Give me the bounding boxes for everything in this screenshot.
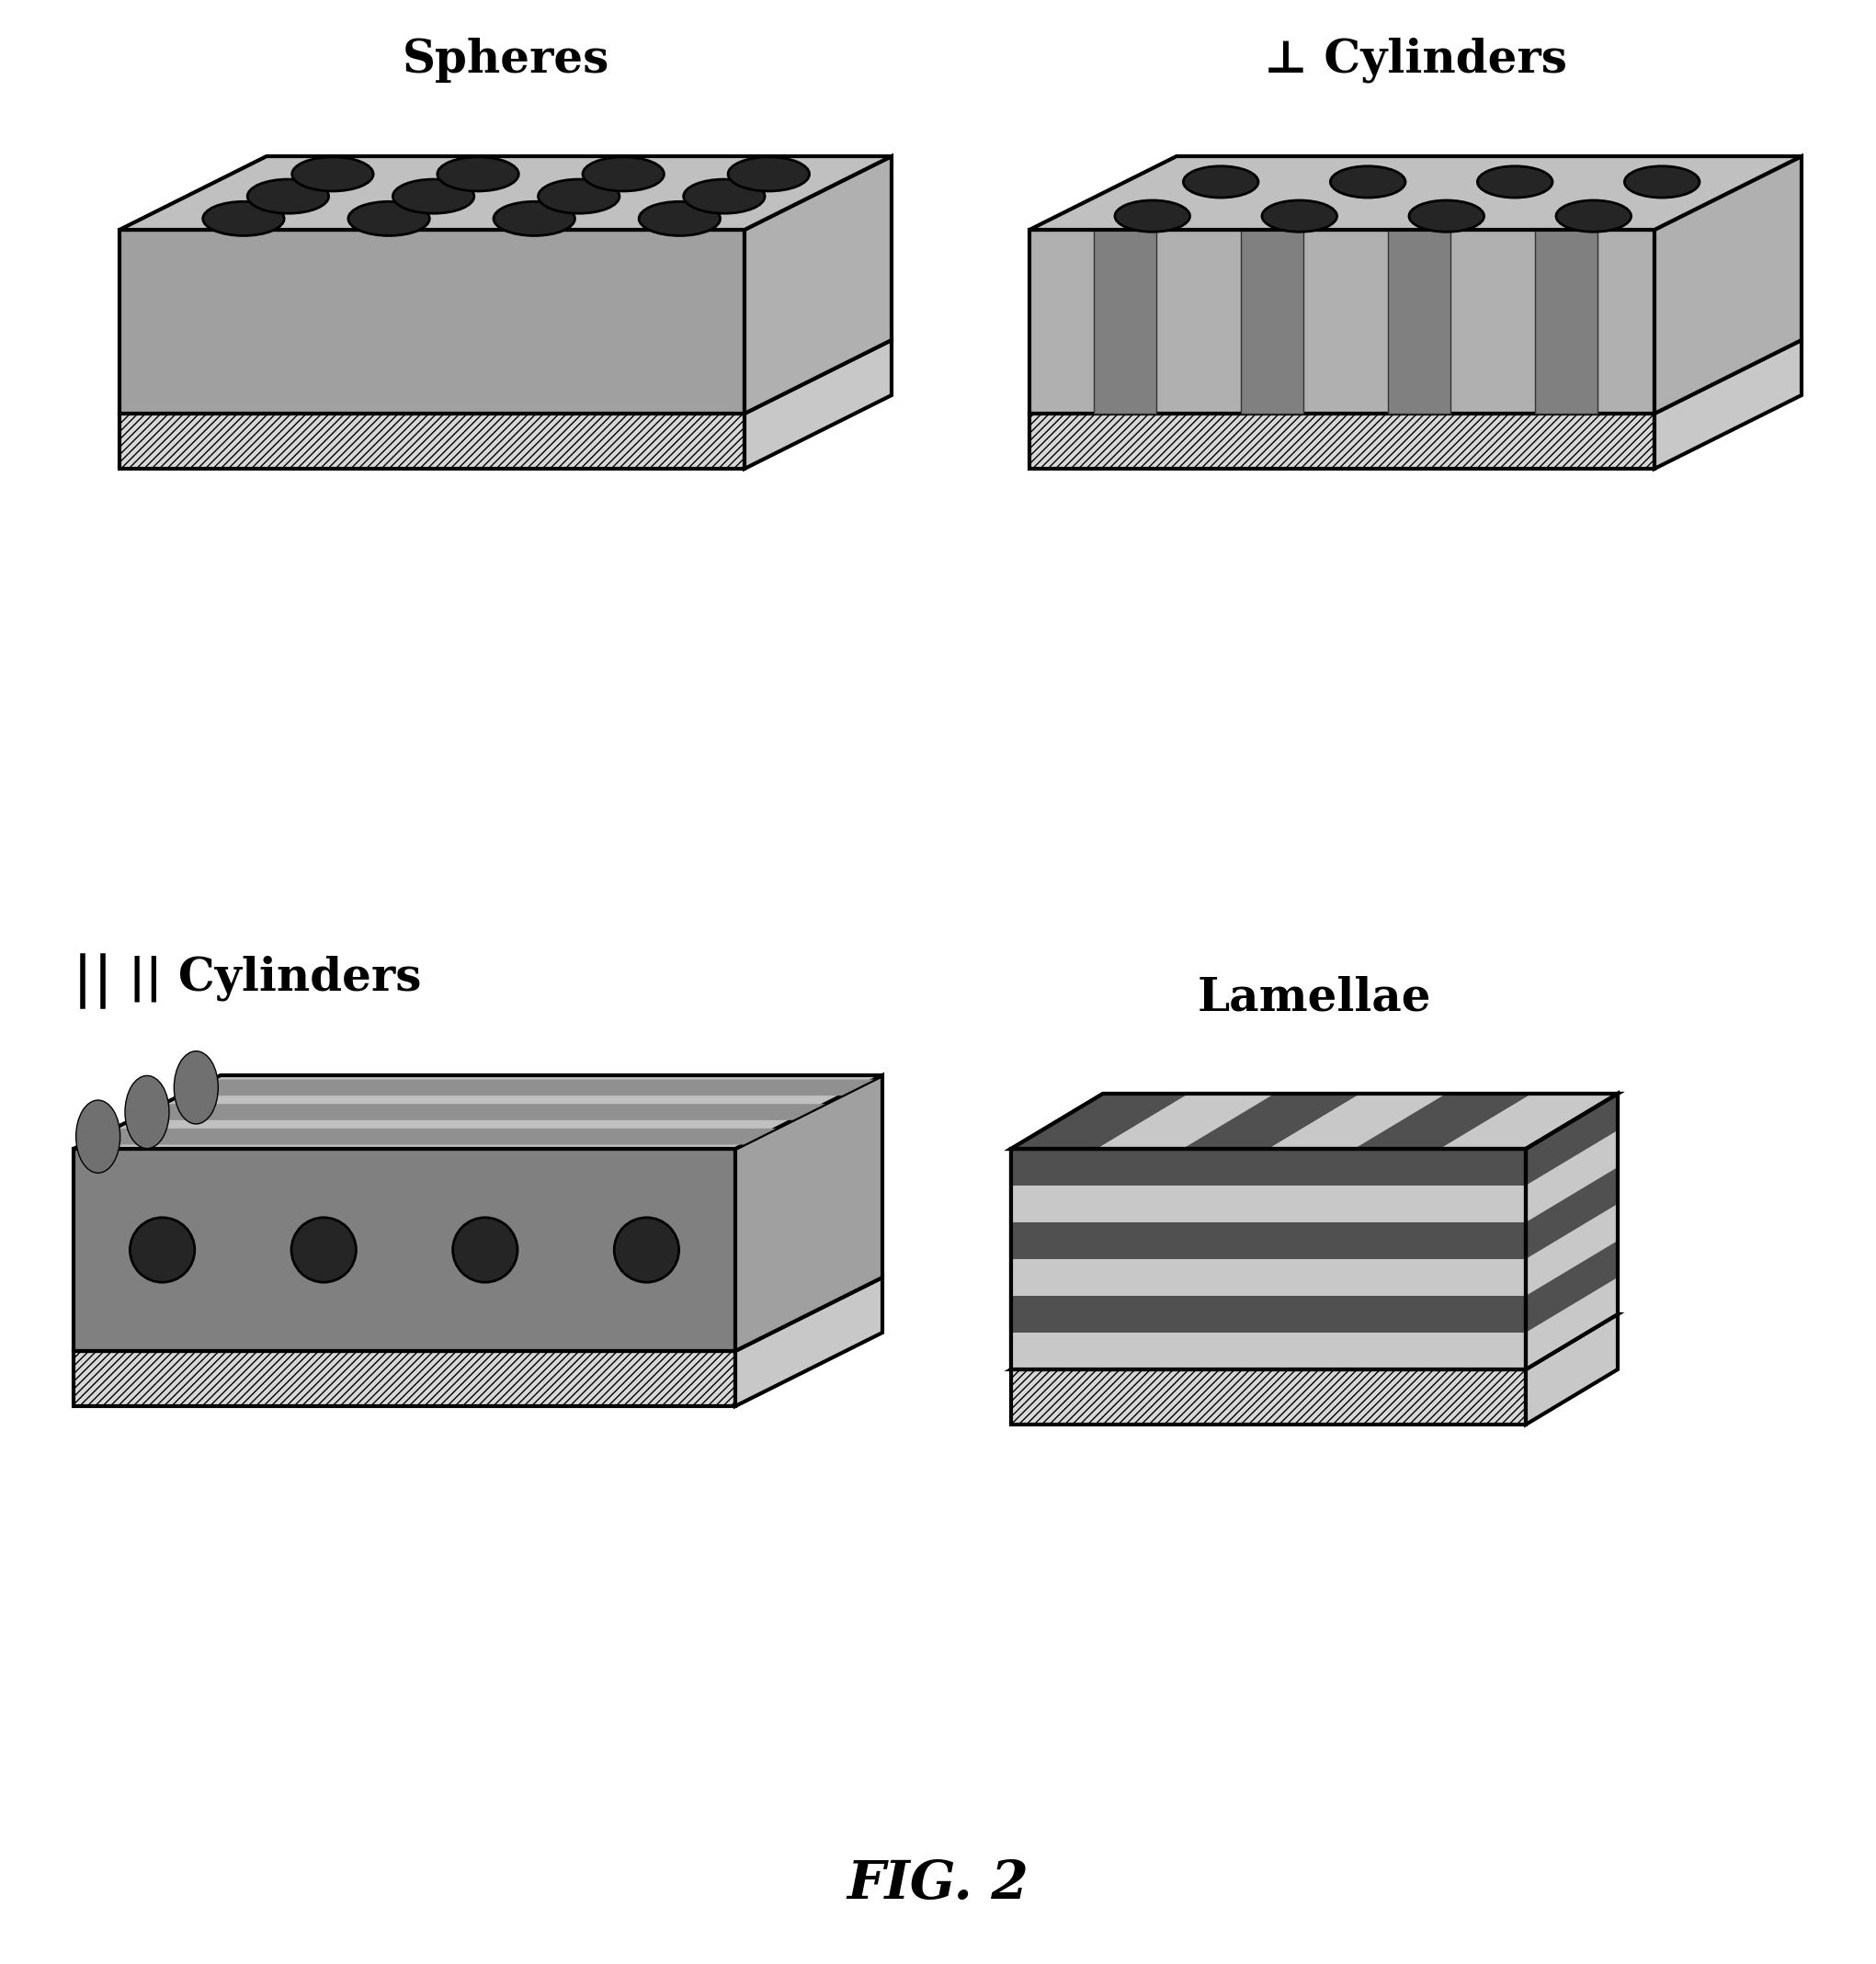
Polygon shape [120,340,891,414]
Polygon shape [1525,1277,1617,1369]
Text: Spheres: Spheres [401,37,610,82]
Ellipse shape [248,179,328,214]
Polygon shape [1094,230,1156,414]
Polygon shape [1011,1186,1525,1222]
Ellipse shape [1555,200,1630,232]
Ellipse shape [1263,200,1338,232]
Ellipse shape [437,157,518,191]
Polygon shape [1441,1094,1617,1149]
Polygon shape [1011,1222,1525,1259]
Ellipse shape [493,202,574,236]
Ellipse shape [728,157,809,191]
Polygon shape [131,1104,825,1119]
Polygon shape [1030,340,1801,414]
Polygon shape [1525,1094,1617,1369]
Polygon shape [1097,1094,1274,1149]
Ellipse shape [452,1218,518,1282]
Polygon shape [1030,230,1655,414]
Ellipse shape [174,1051,218,1123]
Polygon shape [1011,1369,1525,1424]
Ellipse shape [77,1100,120,1173]
Polygon shape [1011,1094,1189,1149]
Ellipse shape [683,179,765,214]
Polygon shape [1011,1149,1525,1186]
Ellipse shape [1478,167,1553,198]
Ellipse shape [613,1218,679,1282]
Polygon shape [1011,1314,1617,1369]
Ellipse shape [1409,200,1484,232]
Text: ⊥ Cylinders: ⊥ Cylinders [1264,37,1566,82]
Polygon shape [1525,1131,1617,1222]
Polygon shape [73,1149,735,1351]
Polygon shape [1525,1241,1617,1334]
Ellipse shape [203,202,283,236]
Text: Lamellae: Lamellae [1197,974,1431,1019]
Polygon shape [1535,230,1598,414]
Polygon shape [120,414,745,469]
Polygon shape [1388,230,1450,414]
Ellipse shape [293,157,373,191]
Ellipse shape [538,179,619,214]
Text: FIG. 2: FIG. 2 [848,1858,1028,1911]
Text: || Cylinders: || Cylinders [129,955,422,1002]
Ellipse shape [1330,167,1405,198]
Polygon shape [745,157,891,414]
Polygon shape [735,1277,882,1406]
Polygon shape [1354,1094,1533,1149]
Polygon shape [1525,1314,1617,1424]
Ellipse shape [640,202,720,236]
Polygon shape [1182,1094,1360,1149]
Polygon shape [73,1351,735,1406]
Polygon shape [1268,1094,1446,1149]
Polygon shape [1011,1334,1525,1369]
Polygon shape [120,157,891,230]
Polygon shape [1525,1094,1617,1186]
Polygon shape [1655,340,1801,469]
Polygon shape [1030,414,1655,469]
Polygon shape [73,1074,882,1149]
Ellipse shape [1184,167,1259,198]
Polygon shape [1240,230,1304,414]
Polygon shape [1011,1149,1525,1369]
Ellipse shape [291,1218,356,1282]
Polygon shape [1525,1204,1617,1296]
Polygon shape [83,1129,777,1145]
Polygon shape [1011,1296,1525,1334]
Polygon shape [1011,1094,1617,1149]
Ellipse shape [583,157,664,191]
Ellipse shape [349,202,430,236]
Polygon shape [120,230,745,414]
Polygon shape [1030,157,1801,230]
Ellipse shape [1625,167,1700,198]
Polygon shape [745,340,891,469]
Polygon shape [1011,1259,1525,1296]
Ellipse shape [392,179,475,214]
Ellipse shape [129,1218,195,1282]
Polygon shape [1525,1167,1617,1259]
Ellipse shape [126,1076,169,1149]
Ellipse shape [1114,200,1189,232]
Polygon shape [735,1074,882,1351]
Polygon shape [180,1080,874,1096]
Polygon shape [73,1277,882,1351]
Polygon shape [1655,157,1801,414]
